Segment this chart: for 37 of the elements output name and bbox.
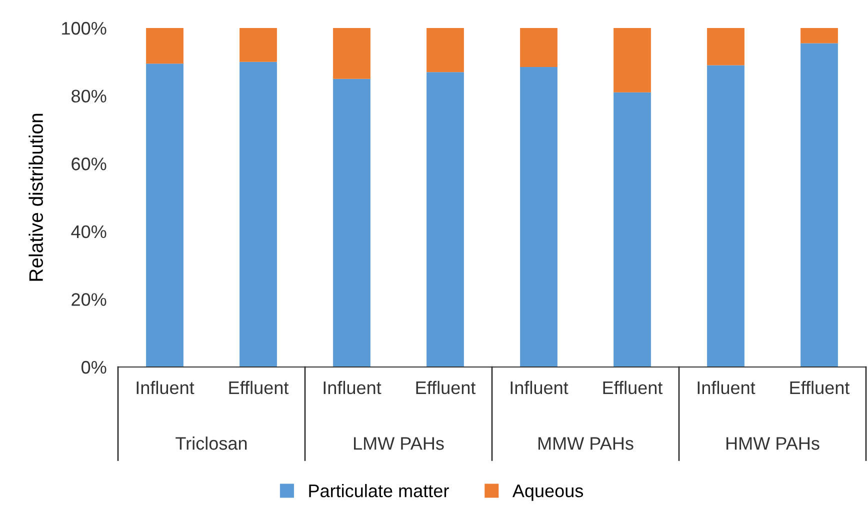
y-tick-label: 60% (72, 158, 106, 170)
bar (707, 28, 744, 66)
bar (707, 65, 744, 367)
bar (520, 66, 558, 367)
y-tick-label: 20% (72, 293, 106, 306)
bar (800, 28, 838, 44)
legend-label: Aqueous (512, 484, 584, 501)
bar (146, 64, 184, 367)
y-tick-label: 0% (82, 360, 106, 374)
text: LMW PAHs (354, 437, 444, 450)
bar (426, 28, 464, 72)
x-tick-label: Effluent (603, 380, 663, 394)
bar (426, 72, 464, 367)
bar (240, 62, 277, 367)
y-tick-label: 100% (62, 22, 106, 35)
bar (333, 78, 370, 367)
legend-label: Particulate matter (309, 484, 449, 498)
x-tick-label: Effluent (229, 380, 289, 394)
y-tick-label: 80% (72, 90, 106, 103)
bar (800, 43, 838, 367)
bar (333, 28, 370, 79)
x-tick-label: Influent (510, 380, 568, 394)
y-axis-title: Relative distribution (28, 114, 43, 281)
text: Triclosan (176, 436, 247, 450)
bar (240, 28, 277, 62)
x-tick-label: Influent (698, 380, 756, 394)
text: MMW PAHs (538, 437, 634, 450)
x-tick-label: Influent (324, 380, 382, 394)
bar (614, 28, 651, 92)
bar (520, 28, 558, 67)
x-tick-label: Effluent (416, 380, 476, 394)
x-tick-label: Effluent (790, 380, 850, 394)
bar (614, 92, 651, 367)
text: HMW PAHs (726, 437, 820, 450)
y-tick-label: 40% (71, 225, 106, 238)
x-tick-label: Influent (136, 380, 194, 394)
bar (146, 28, 184, 64)
